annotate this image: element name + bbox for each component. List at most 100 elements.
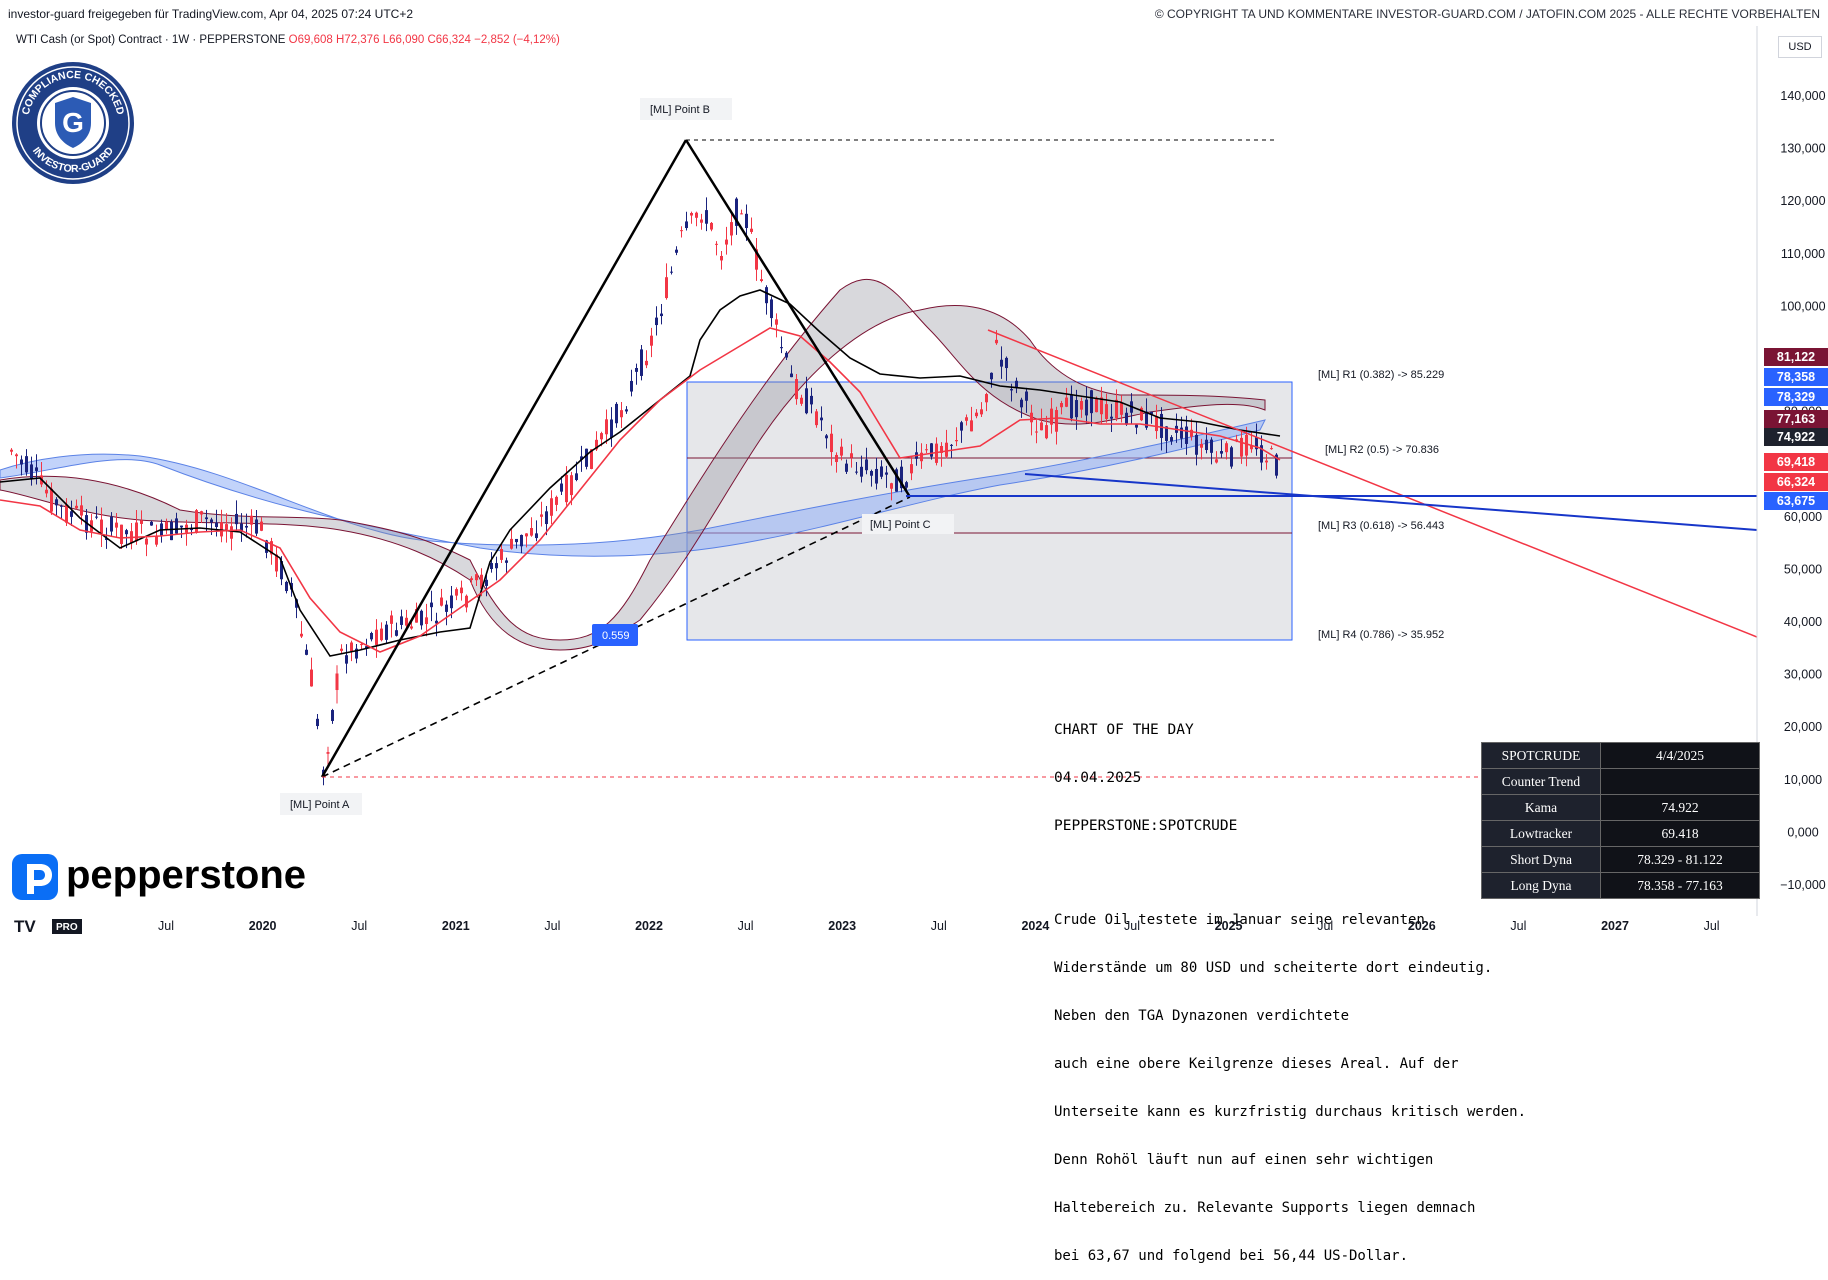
- candle-body: [765, 287, 768, 304]
- high-value: H72,376: [336, 34, 380, 46]
- candle-body: [1000, 359, 1003, 367]
- price-tick-label: 30,000: [1784, 668, 1822, 682]
- time-tick-label: 2025: [1214, 919, 1243, 933]
- candle-body: [885, 472, 888, 475]
- upper-dyna-zone: [0, 278, 1266, 651]
- candle-body: [1190, 429, 1193, 437]
- price-badge: 78,329: [1764, 388, 1828, 406]
- symbol-title: WTI Cash (or Spot) Contract · 1W · PEPPE…: [16, 34, 286, 46]
- candle-body: [100, 519, 103, 534]
- change-value: −2,852 (−4,12%): [474, 34, 560, 46]
- candle-body: [1255, 437, 1258, 450]
- candle-body: [235, 513, 238, 525]
- stamp-letter: G: [62, 107, 84, 138]
- commentary-line: Denn Rohöl läuft nun auf einen sehr wich…: [1054, 1152, 1434, 1168]
- lowtracker-line: [0, 327, 1281, 653]
- candle-body: [70, 511, 73, 517]
- candle-body: [495, 563, 498, 569]
- table-row: Counter Trend: [1481, 768, 1760, 795]
- candle-body: [710, 222, 713, 230]
- candle-body: [445, 604, 448, 612]
- candle-body: [500, 548, 503, 560]
- candle-body: [830, 433, 833, 453]
- candle-body: [180, 525, 183, 528]
- candle-body: [1205, 439, 1208, 451]
- candle-body: [470, 578, 473, 581]
- candle-body: [570, 475, 573, 496]
- candle-body: [240, 523, 243, 531]
- symbol-legend[interactable]: WTI Cash (or Spot) Contract · 1W · PEPPE…: [16, 34, 560, 46]
- candle-body: [230, 526, 233, 539]
- fib-zone: [686, 381, 1293, 641]
- candle-body: [770, 299, 773, 319]
- price-chart[interactable]: [ML] Point B [ML] Point A [ML] Point C 0…: [0, 26, 1828, 916]
- candle-body: [975, 412, 978, 417]
- time-tick-label: Jul: [1317, 919, 1334, 933]
- table-row: Long Dyna 78.358 - 77.163: [1481, 872, 1760, 899]
- commentary-heading-1: CHART OF THE DAY: [1054, 722, 1194, 738]
- candle-body: [665, 277, 668, 299]
- candle-body: [1170, 437, 1173, 442]
- fib-r2-label: [ML] R2 (0.5) -> 70.836: [1325, 444, 1439, 456]
- candle-body: [1220, 451, 1223, 454]
- candle-body: [855, 471, 858, 473]
- time-tick-label: Jul: [544, 919, 561, 933]
- candle-body: [490, 563, 493, 570]
- candle-body: [270, 541, 273, 555]
- candle-body: [1200, 443, 1203, 448]
- candle-body: [1045, 425, 1048, 439]
- candle-body: [1180, 427, 1183, 439]
- candle-body: [245, 525, 248, 528]
- candle-body: [860, 466, 863, 477]
- candle-body: [1135, 424, 1138, 428]
- candle-body: [745, 213, 748, 229]
- candle-body: [895, 469, 898, 492]
- price-badge: 78,358: [1764, 368, 1828, 386]
- candle-body: [1215, 459, 1218, 463]
- candle-body: [326, 752, 330, 754]
- time-tick-label: 2021: [441, 919, 470, 933]
- price-badge: 66,324: [1764, 473, 1828, 491]
- price-badge: 69,418: [1764, 453, 1828, 471]
- candle-body: [45, 489, 48, 494]
- time-axis[interactable]: Jul 2020 Jul 2021 Jul 2022 Jul 2023 Jul 2024 Jul 20…: [0, 916, 1760, 937]
- candle-body: [605, 419, 608, 435]
- commentary-line: bei 63,67 und folgend bei 56,44 US-Dolla…: [1054, 1248, 1409, 1264]
- candle-body: [640, 349, 643, 376]
- candle-body: [35, 467, 38, 471]
- candle-body: [520, 534, 523, 547]
- candle-body: [1015, 380, 1018, 388]
- table-value: 69.418: [1600, 820, 1760, 847]
- currency-button[interactable]: USD: [1778, 36, 1822, 58]
- candle-body: [1145, 411, 1148, 428]
- price-tick-label: 60,000: [1784, 510, 1822, 524]
- candle-body: [1260, 445, 1263, 463]
- candle-body: [760, 279, 763, 281]
- candle-body: [1010, 389, 1013, 391]
- commentary-line: auch eine obere Keilgrenze dieses Areal.…: [1054, 1056, 1459, 1072]
- candle-body: [390, 615, 393, 624]
- candle-body: [120, 524, 123, 544]
- candle-body: [955, 440, 958, 442]
- time-tick-label: Jul: [1124, 919, 1140, 933]
- candle-body: [85, 515, 88, 533]
- candle-body: [345, 655, 348, 664]
- point-a-label: [ML] Point A: [290, 799, 350, 811]
- candle-body: [720, 255, 723, 261]
- candle-body: [310, 669, 313, 687]
- candle-body: [795, 379, 798, 400]
- candle-body: [920, 452, 923, 462]
- candle-body: [610, 419, 613, 438]
- time-tick-label: Jul: [930, 919, 947, 933]
- fib-r4-label: [ML] R4 (0.786) -> 35.952: [1318, 629, 1444, 641]
- candle-body: [1150, 411, 1153, 415]
- candle-body: [170, 521, 173, 541]
- commentary-line: Haltebereich zu. Relevante Supports lieg…: [1054, 1200, 1476, 1216]
- table-key: Long Dyna: [1481, 872, 1601, 899]
- candle-body: [25, 456, 28, 473]
- pepperstone-wordmark: pepperstone: [66, 853, 306, 897]
- candle-body: [350, 642, 353, 652]
- time-tick-label: Jul: [158, 919, 174, 933]
- price-tick-label: 10,000: [1784, 773, 1822, 787]
- candle-body: [165, 521, 168, 530]
